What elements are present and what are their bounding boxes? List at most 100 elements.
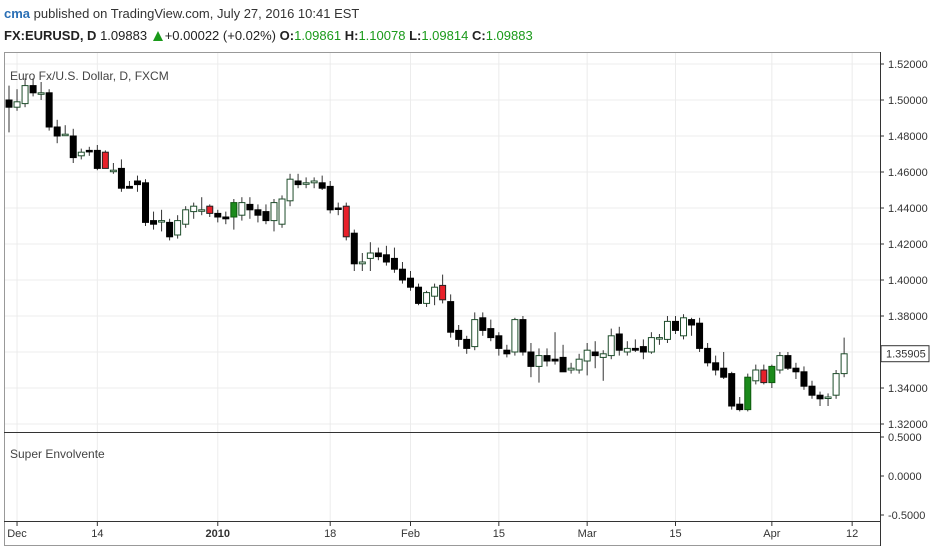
candle [198, 197, 206, 216]
candle-body [69, 135, 77, 159]
candle [631, 339, 639, 352]
publish-line: cma published on TradingView.com, July 2… [4, 6, 359, 21]
candle [45, 89, 53, 131]
candle-body [13, 101, 21, 108]
indicator-tick-label: -0.5000 [888, 510, 925, 522]
candle [607, 328, 615, 360]
candle-body [623, 347, 631, 353]
y-tick-label: 1.46000 [888, 167, 928, 179]
candle-body [61, 133, 69, 137]
candle [599, 350, 607, 381]
indicator-title: Super Envolvente [10, 447, 105, 461]
candle [101, 150, 109, 169]
candle-body [471, 319, 479, 348]
candle [551, 332, 559, 365]
close-label: C: [471, 28, 486, 43]
candle-body [792, 367, 800, 373]
candle [109, 163, 117, 174]
candle-body [21, 85, 29, 105]
candle [647, 332, 655, 354]
candle-body [575, 358, 583, 371]
candle [704, 343, 712, 367]
candle-body [688, 319, 696, 326]
candle-body [254, 209, 262, 216]
candle [543, 348, 551, 367]
candle [591, 341, 599, 369]
candle-body [535, 355, 543, 367]
indicator-tick-label: 0.5000 [888, 432, 922, 444]
candle [471, 312, 479, 351]
candle [696, 317, 704, 352]
candle [61, 125, 69, 137]
candle-body [45, 92, 53, 128]
candle-body [390, 257, 398, 270]
x-tick-label: Apr [763, 528, 780, 540]
symbol-label[interactable]: FX:EURUSD, D [4, 28, 97, 43]
candle-body [53, 126, 61, 137]
candle-body [728, 373, 736, 407]
candle-body [527, 351, 535, 367]
candle-body [5, 99, 13, 108]
candles [5, 78, 848, 412]
candle-body [398, 268, 406, 281]
chart-title: Euro Fx/U.S. Dollar, D, FXCM [10, 69, 169, 83]
x-tick-label: 12 [846, 528, 858, 540]
candle-body [238, 202, 246, 216]
high-value: 1.10078 [358, 28, 406, 43]
x-tick-label: 15 [493, 528, 505, 540]
candle-body [198, 209, 206, 212]
candle [535, 348, 543, 383]
candle-body [230, 202, 238, 218]
candle-body [559, 356, 567, 373]
candle-body [631, 347, 639, 351]
x-tick-label: Dec [7, 528, 27, 540]
y-tick-label: 1.50000 [888, 95, 928, 107]
candle [374, 247, 382, 261]
candle [503, 344, 511, 358]
y-tick-label: 1.42000 [888, 239, 928, 251]
candle-body [768, 365, 776, 384]
candle [559, 344, 567, 373]
candle-body [663, 320, 671, 340]
candle [423, 290, 431, 307]
candle-body [318, 182, 326, 189]
candle [431, 283, 439, 306]
candle-body [77, 151, 85, 157]
candle-body [133, 180, 141, 186]
time-axis[interactable]: Dec 14 2010 18 Feb 15 Mar 15 Apr 12 [7, 521, 858, 540]
candle [728, 371, 736, 410]
candle [583, 343, 591, 376]
candle-body [117, 167, 125, 189]
candle [808, 380, 816, 399]
candle-body [615, 333, 623, 351]
candle-body [246, 203, 254, 211]
candle-body [824, 396, 832, 399]
candle [760, 364, 768, 385]
candle-body [142, 182, 150, 223]
candle [816, 391, 824, 406]
candle [792, 362, 800, 379]
candle-body [671, 320, 679, 331]
close-value: 1.09883 [485, 28, 533, 43]
candle [13, 89, 21, 111]
candle-body [832, 373, 840, 396]
candle-body [342, 205, 350, 238]
low-label: L: [409, 28, 422, 43]
indicator-axis[interactable]: 0.5000 0.0000 -0.5000 [880, 432, 925, 522]
candle-body [696, 322, 704, 349]
candle-body [294, 180, 302, 186]
candle-body [567, 367, 575, 371]
candle-body [190, 205, 198, 213]
candle-body [583, 349, 591, 362]
candle [407, 271, 414, 291]
candle [768, 364, 776, 388]
candle [334, 202, 342, 216]
candle [463, 335, 471, 354]
price-axis[interactable]: 1.52000 1.50000 1.48000 1.46000 1.44000 1.420… [880, 59, 930, 431]
author-link[interactable]: cma [4, 6, 31, 21]
candle-body [286, 178, 294, 202]
open-label: O: [279, 28, 295, 43]
candle [166, 218, 174, 241]
candle [158, 209, 166, 232]
